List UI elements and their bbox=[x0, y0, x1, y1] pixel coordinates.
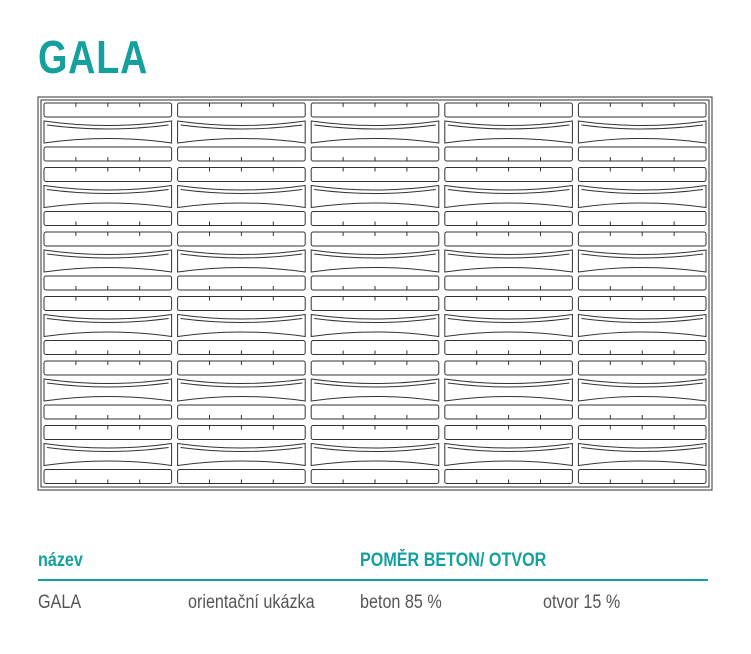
wavy-stone bbox=[577, 442, 707, 467]
wavy-stone bbox=[177, 378, 306, 402]
pattern-drawing bbox=[37, 96, 713, 491]
wavy-stone bbox=[444, 378, 573, 402]
wavy-stone bbox=[177, 249, 306, 273]
wavy-inner bbox=[447, 447, 570, 452]
wavy-stone bbox=[310, 249, 440, 273]
header-rule bbox=[38, 579, 708, 581]
wavy-stone bbox=[310, 378, 440, 402]
wavy-stone bbox=[577, 313, 707, 338]
wavy-stone bbox=[43, 378, 173, 402]
wavy-inner bbox=[46, 124, 169, 130]
wavy-stone bbox=[577, 184, 707, 209]
wavy-stone bbox=[310, 442, 440, 467]
wavy-inner bbox=[180, 124, 303, 130]
wavy-inner bbox=[314, 318, 436, 323]
table-header: název bbox=[38, 550, 83, 571]
wavy-inner bbox=[180, 318, 303, 323]
wavy-inner bbox=[314, 382, 436, 388]
wavy-stone bbox=[310, 313, 440, 338]
wavy-stone bbox=[43, 120, 173, 144]
frame-inner bbox=[40, 99, 710, 488]
wavy-stone bbox=[177, 184, 306, 209]
wavy-inner bbox=[447, 318, 570, 323]
wavy-inner bbox=[180, 189, 303, 194]
wavy-stone bbox=[177, 442, 306, 467]
table-header: POMĚR BETON/ OTVOR bbox=[360, 550, 547, 571]
frame bbox=[37, 96, 713, 491]
wavy-stone bbox=[444, 313, 573, 338]
wavy-inner bbox=[447, 189, 570, 194]
table-cell: orientační ukázka bbox=[188, 592, 315, 613]
wavy-inner bbox=[314, 124, 436, 130]
wavy-inner bbox=[180, 382, 303, 388]
table-cell: beton 85 % bbox=[360, 592, 442, 613]
wavy-inner bbox=[46, 318, 169, 323]
wavy-inner bbox=[581, 189, 704, 194]
wavy-stone bbox=[577, 120, 707, 144]
wavy-inner bbox=[314, 253, 436, 259]
table-cell: GALA bbox=[38, 592, 82, 613]
wavy-inner bbox=[581, 253, 704, 259]
wavy-inner bbox=[447, 124, 570, 130]
wavy-inner bbox=[180, 253, 303, 259]
wavy-inner bbox=[46, 253, 169, 259]
wavy-stone bbox=[310, 120, 440, 144]
wavy-stone bbox=[310, 184, 440, 209]
wavy-inner bbox=[581, 447, 704, 452]
wavy-inner bbox=[581, 124, 704, 130]
wavy-stone bbox=[444, 249, 573, 273]
wavy-inner bbox=[314, 189, 436, 194]
table-cell: otvor 15 % bbox=[543, 592, 621, 613]
wavy-stone bbox=[577, 378, 707, 402]
wavy-inner bbox=[447, 253, 570, 259]
wavy-inner bbox=[46, 189, 169, 194]
wavy-stone bbox=[577, 249, 707, 273]
wavy-inner bbox=[447, 382, 570, 388]
wavy-stone bbox=[43, 442, 173, 467]
wavy-inner bbox=[46, 382, 169, 388]
wavy-stone bbox=[43, 313, 173, 338]
wavy-stone bbox=[444, 184, 573, 209]
wavy-stone bbox=[177, 313, 306, 338]
wavy-stone bbox=[43, 249, 173, 273]
wavy-inner bbox=[581, 318, 704, 323]
wavy-stone bbox=[444, 120, 573, 144]
wavy-inner bbox=[180, 447, 303, 452]
wavy-stone bbox=[177, 120, 306, 144]
title: GALA bbox=[38, 31, 149, 83]
wavy-inner bbox=[314, 447, 436, 452]
wavy-stone bbox=[444, 442, 573, 467]
wavy-inner bbox=[46, 447, 169, 452]
wavy-inner bbox=[581, 382, 704, 388]
wavy-stone bbox=[43, 184, 173, 209]
